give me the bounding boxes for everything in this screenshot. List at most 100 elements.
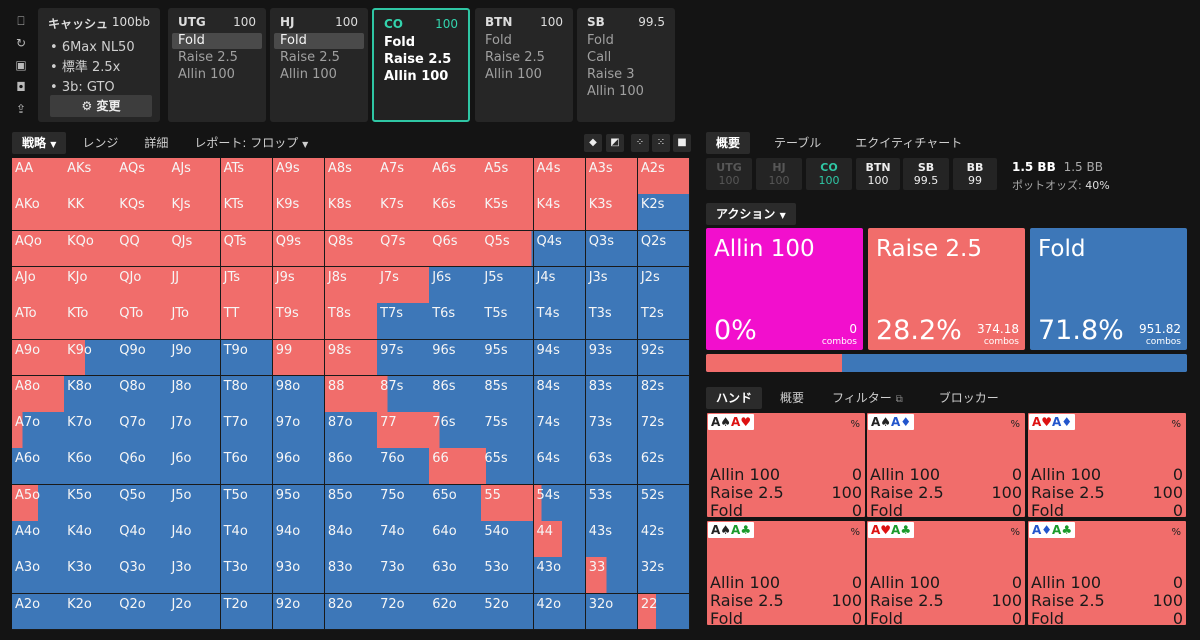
range-cell-q5o[interactable]: Q5o [116, 484, 169, 522]
range-cell-82o[interactable]: 82o [324, 593, 378, 631]
gamepad-icon[interactable]: ◘ [16, 80, 26, 94]
cube-view-icon[interactable]: ◆ [584, 134, 602, 152]
range-cell-75s[interactable]: 75s [481, 412, 535, 449]
range-cell-t4o[interactable]: T4o [220, 521, 274, 558]
range-cell-kk[interactable]: KK [64, 194, 117, 232]
range-cell-42o[interactable]: 42o [533, 593, 587, 631]
range-cell-t9o[interactable]: T9o [220, 339, 274, 377]
position-action[interactable]: Allin 100 [587, 84, 644, 99]
range-cell-85o[interactable]: 85o [324, 484, 378, 522]
position-action[interactable]: Fold [274, 33, 364, 49]
tab-hand-overview[interactable]: 概要 [780, 391, 805, 405]
range-cell-93o[interactable]: 93o [272, 557, 326, 595]
range-cell-q7o[interactable]: Q7o [116, 412, 169, 449]
export-icon[interactable]: ⇪ [15, 102, 27, 116]
range-cell-94o[interactable]: 94o [272, 521, 326, 558]
range-cell-43s[interactable]: 43s [585, 521, 639, 558]
range-cell-98s[interactable]: 98s [324, 339, 378, 377]
range-cell-32o[interactable]: 32o [585, 593, 639, 631]
range-cell-k3s[interactable]: K3s [585, 194, 639, 232]
range-cell-93s[interactable]: 93s [585, 339, 639, 377]
action-dropdown[interactable]: アクション ▼ [706, 203, 796, 225]
range-cell-k4o[interactable]: K4o [64, 521, 117, 558]
range-cell-a7s[interactable]: A7s [377, 158, 430, 195]
range-cell-j3s[interactable]: J3s [585, 266, 639, 304]
range-cell-ajo[interactable]: AJo [12, 266, 65, 304]
range-cell-43o[interactable]: 43o [533, 557, 587, 595]
range-cell-52s[interactable]: 52s [637, 484, 691, 522]
range-cell-a6s[interactable]: A6s [429, 158, 482, 195]
range-cell-k5o[interactable]: K5o [64, 484, 117, 522]
position-action[interactable]: Fold [384, 35, 416, 50]
range-cell-98o[interactable]: 98o [272, 375, 326, 413]
seat-bb[interactable]: BB 99 [953, 158, 997, 190]
range-cell-q6o[interactable]: Q6o [116, 448, 169, 486]
range-cell-97s[interactable]: 97s [377, 339, 430, 377]
tab-table[interactable]: テーブル [774, 136, 822, 150]
range-cell-74s[interactable]: 74s [533, 412, 587, 449]
range-cell-k2o[interactable]: K2o [64, 593, 117, 631]
range-cell-t4s[interactable]: T4s [533, 303, 587, 341]
grid-small-icon[interactable]: ⁘ [631, 134, 649, 152]
range-cell-t9s[interactable]: T9s [272, 303, 326, 341]
grid-large-icon[interactable]: ⁙ [652, 134, 670, 152]
range-cell-t7s[interactable]: T7s [377, 303, 430, 341]
range-cell-92s[interactable]: 92s [637, 339, 691, 377]
range-cell-a4s[interactable]: A4s [533, 158, 587, 195]
range-cell-qjs[interactable]: QJs [168, 230, 222, 268]
range-cell-qjo[interactable]: QJo [116, 266, 169, 304]
range-cell-88[interactable]: 88 [324, 375, 378, 413]
position-card-co[interactable]: CO 100 Fold Raise 2.5 Allin 100 [372, 8, 470, 122]
range-cell-t2o[interactable]: T2o [220, 593, 274, 631]
range-cell-53s[interactable]: 53s [585, 484, 639, 522]
range-cell-k8o[interactable]: K8o [64, 375, 117, 413]
position-action[interactable]: Fold [587, 33, 614, 48]
range-cell-k5s[interactable]: K5s [481, 194, 535, 232]
range-cell-74o[interactable]: 74o [377, 521, 430, 558]
range-cell-94s[interactable]: 94s [533, 339, 587, 377]
seat-hj[interactable]: HJ 100 [756, 158, 802, 190]
range-cell-a6o[interactable]: A6o [12, 448, 65, 486]
range-cell-j2s[interactable]: J2s [637, 266, 691, 304]
range-cell-kjs[interactable]: KJs [168, 194, 222, 232]
range-cell-83s[interactable]: 83s [585, 375, 639, 413]
range-cell-66[interactable]: 66 [429, 448, 482, 486]
range-cell-84s[interactable]: 84s [533, 375, 587, 413]
range-cell-75o[interactable]: 75o [377, 484, 430, 522]
range-cell-q4s[interactable]: Q4s [533, 230, 587, 268]
position-action[interactable]: Allin 100 [485, 67, 542, 82]
range-cell-qq[interactable]: QQ [116, 230, 169, 268]
range-cell-kjo[interactable]: KJo [64, 266, 117, 304]
position-action[interactable]: Raise 2.5 [485, 50, 545, 65]
range-cell-33[interactable]: 33 [585, 557, 639, 595]
square-view-icon[interactable]: ■ [673, 134, 691, 152]
range-cell-k6s[interactable]: K6s [429, 194, 482, 232]
range-cell-44[interactable]: 44 [533, 521, 587, 558]
range-cell-k6o[interactable]: K6o [64, 448, 117, 486]
range-cell-j5s[interactable]: J5s [481, 266, 535, 304]
range-cell-96o[interactable]: 96o [272, 448, 326, 486]
range-cell-q8s[interactable]: Q8s [324, 230, 378, 268]
range-cell-aks[interactable]: AKs [64, 158, 117, 195]
range-cell-jts[interactable]: JTs [220, 266, 274, 304]
range-cell-a3o[interactable]: A3o [12, 557, 65, 595]
range-cell-t7o[interactable]: T7o [220, 412, 274, 449]
seat-btn[interactable]: BTN 100 [856, 158, 900, 190]
range-cell-jj[interactable]: JJ [168, 266, 222, 304]
range-cell-t5o[interactable]: T5o [220, 484, 274, 522]
range-cell-85s[interactable]: 85s [481, 375, 535, 413]
range-cell-76s[interactable]: 76s [429, 412, 482, 449]
tab-range[interactable]: レンジ [82, 136, 119, 150]
range-cell-ako[interactable]: AKo [12, 194, 65, 232]
hand-card-2[interactable]: A♥A♦% Allin 100 0 Raise 2.5 100 Fold 0 [1028, 413, 1186, 520]
range-cell-73s[interactable]: 73s [585, 412, 639, 449]
position-card-utg[interactable]: UTG 100 Fold Raise 2.5 Allin 100 [168, 8, 266, 122]
position-action[interactable]: Raise 2.5 [384, 52, 452, 67]
range-cell-32s[interactable]: 32s [637, 557, 691, 595]
range-cell-63o[interactable]: 63o [429, 557, 482, 595]
range-cell-q9o[interactable]: Q9o [116, 339, 169, 377]
range-cell-82s[interactable]: 82s [637, 375, 691, 413]
range-cell-qto[interactable]: QTo [116, 303, 169, 341]
range-cell-k8s[interactable]: K8s [324, 194, 378, 232]
range-cell-k9o[interactable]: K9o [64, 339, 117, 377]
